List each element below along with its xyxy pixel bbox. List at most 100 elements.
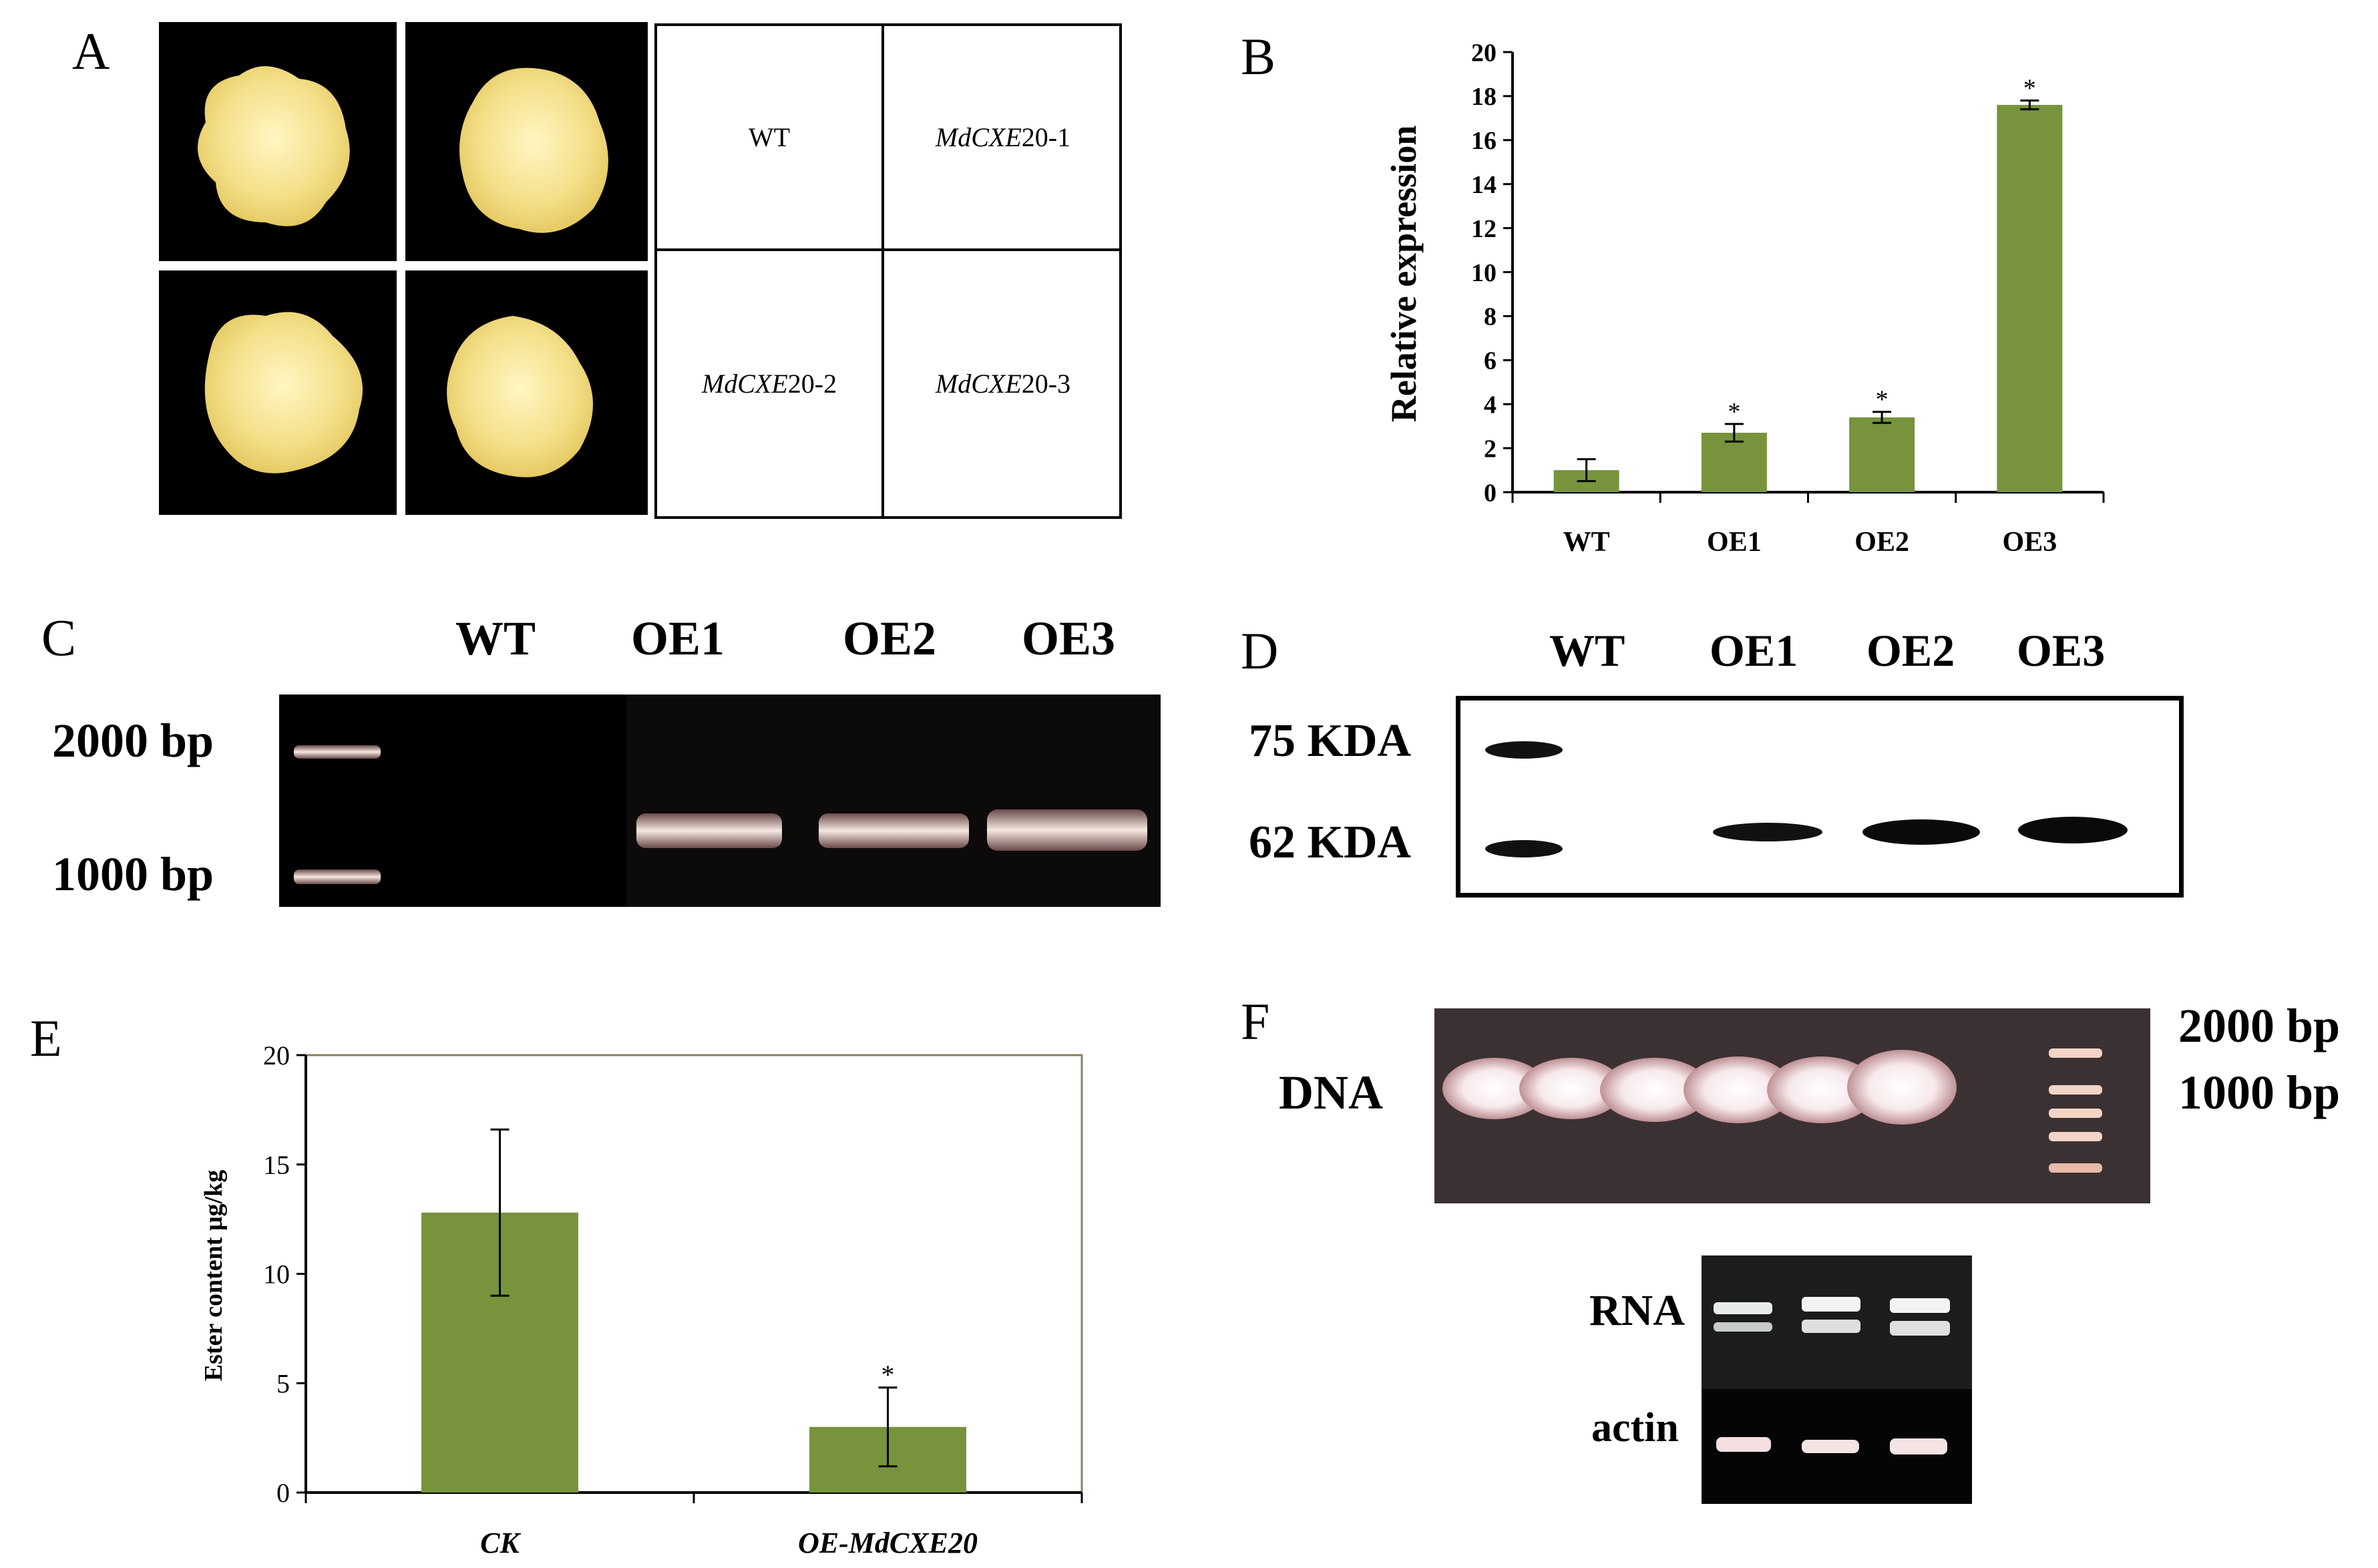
x-category-label: OE2 [1854,527,1909,558]
bar-oe1 [1701,433,1767,492]
significance-marker: * [2023,74,2036,102]
pcr-gel-bands [279,695,1161,907]
dna-band-2 [1519,1058,1623,1119]
y-tick-label: 2 [1484,435,1497,463]
rna-18s-lane2 [1802,1320,1860,1333]
rna-28s-lane3 [1890,1298,1950,1313]
dna-band-6 [1847,1050,1957,1125]
panel-label-e: E [30,1009,62,1067]
dna-ladder-500 [2049,1163,2102,1173]
grid-cell-mdcxe20-3: MdCXE20-3 [884,251,1122,516]
ladder-band-1000 [294,869,381,884]
y-tick-label: 15 [263,1150,290,1180]
bar-oe2 [1849,417,1915,492]
dna-ladder-750 [2049,1132,2102,1141]
y-axis-label: Relative expression [1384,126,1424,422]
grid-label-mdcxe20-3: MdCXE20-3 [936,368,1070,399]
dna-ladder-2000 [2049,1048,2102,1058]
callus-mdcxe20-3 [447,316,593,477]
gene-name-italic: MdCXE [935,122,1022,152]
lane-label-oe2-d: OE2 [1866,625,1955,676]
grid-label-mdcxe20-2: MdCXE20-2 [702,368,837,399]
actin-band-lane2 [1802,1440,1859,1453]
western-blot-bands [1485,741,2128,857]
y-tick-label: 18 [1471,83,1497,111]
callus-photo-grid [159,22,648,515]
panel-label-f: F [1241,992,1270,1050]
genotype-label-grid: WT MdCXE20-1 MdCXE20-2 MdCXE20-3 [654,23,1122,519]
band-oe2 [819,813,969,848]
chart-b-relative-expression: 0 2 4 6 8 10 12 14 16 18 20 WT * OE1 * OE2 * OE3 Relative … [1384,39,2105,558]
western-blot-d [1456,696,2184,898]
bar-oe3 [1997,105,2063,492]
dna-band-4 [1683,1056,1793,1123]
rna-18s-lane1 [1714,1322,1772,1332]
band-oe3-d [2018,817,2128,843]
marker-2000bp: 2000 bp [52,714,214,767]
callus-mdcxe20-1 [459,67,608,233]
grid-label-wt: WT [748,122,791,152]
callus-wt [198,66,350,226]
gene-name-italic: MdCXE [701,369,788,399]
gene-name-italic: MdCXE [935,369,1022,399]
lane-label-wt: WT [455,612,536,665]
rna-28s-lane1 [1714,1302,1772,1314]
y-tick-label: 8 [1484,303,1497,331]
marker-1000bp: 1000 bp [52,847,214,901]
significance-marker: * [1728,398,1740,426]
y-tick-label: 0 [276,1478,290,1508]
grid-divider-horizontal [657,248,1119,251]
ladder-band-2000 [294,745,381,759]
dna-gel-f [1434,1008,2150,1203]
band-oe3 [987,809,1147,851]
ladder-band-62kda [1485,840,1563,857]
grid-cell-mdcxe20-2: MdCXE20-2 [657,251,881,516]
dna-gel-bands [1434,1008,2150,1203]
marker-62kda: 62 KDA [1249,817,1412,868]
x-category-label: OE-MdCXE20 [798,1527,978,1559]
y-tick-label: 20 [1471,39,1497,67]
band-oe1-d [1713,823,1822,841]
dna-label: DNA [1279,1066,1383,1119]
line-suffix: 20-1 [1021,122,1071,152]
lane-label-oe3-d: OE3 [2017,625,2106,676]
pcr-gel-c [279,695,1161,907]
x-category-label: WT [1563,527,1610,558]
lane-label-wt-d: WT [1549,625,1625,676]
dna-ladder-1500 [2049,1085,2102,1095]
gel-right-region [626,695,1161,907]
significance-marker: * [881,1360,895,1390]
panel-label-d: D [1241,622,1279,680]
lane-label-oe3: OE3 [1022,612,1116,665]
chart-e-ester-content: 0 5 10 15 20 CK * OE-MdCXE20 Ester content μg/kg [200,1040,1083,1559]
y-tick-label: 10 [263,1259,290,1290]
panel-label-b: B [1241,27,1276,85]
panel-label-a: A [72,22,110,80]
x-category-label: CK [480,1527,521,1559]
lane-label-oe1: OE1 [631,612,725,665]
band-oe2-d [1862,819,1980,845]
y-tick-label: 14 [1471,171,1497,199]
actin-label: actin [1591,1405,1679,1450]
actin-band-lane3 [1890,1438,1947,1454]
y-tick-label: 4 [1484,391,1497,419]
marker-2000bp-f: 2000 bp [2178,999,2341,1052]
dna-band-1 [1442,1058,1547,1119]
actin-band-lane1 [1716,1437,1771,1452]
y-tick-label: 6 [1484,347,1497,375]
y-tick-label: 16 [1471,127,1497,155]
dna-ladder-1000 [2049,1109,2102,1118]
y-tick-label: 0 [1484,479,1497,507]
line-suffix: 20-3 [1021,369,1071,399]
significance-marker: * [1876,386,1889,414]
y-tick-label: 12 [1471,215,1497,243]
rna-18s-lane3 [1890,1321,1950,1336]
band-oe1 [636,813,782,848]
line-suffix: 20-2 [787,369,837,399]
grid-label-mdcxe20-1: MdCXE20-1 [936,122,1070,153]
rna-gel-bands [1702,1255,1972,1504]
callus-mdcxe20-2 [204,312,363,473]
y-tick-label: 5 [276,1368,290,1398]
grid-cell-wt: WT [657,26,881,248]
rna-gel-f [1702,1255,1972,1504]
